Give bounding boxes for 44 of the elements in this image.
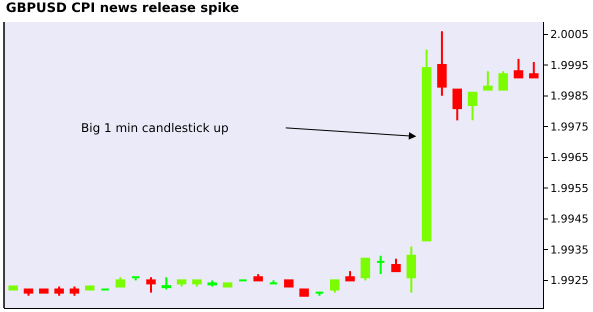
candlestick: [498, 70, 508, 91]
candlestick: [192, 279, 202, 288]
candlestick: [345, 270, 355, 282]
candlestick: [116, 276, 126, 288]
y-tick-label: 2.0005: [550, 28, 589, 42]
candlestick: [452, 88, 462, 122]
candlestick: [299, 288, 309, 297]
y-tick-label: 1.9935: [550, 243, 589, 256]
candlestick: [208, 279, 217, 288]
candlestick: [146, 276, 156, 294]
candlestick: [85, 285, 94, 291]
candlestick: [376, 254, 386, 276]
y-tick-label: 1.9955: [550, 182, 589, 195]
candlestick: [8, 285, 18, 291]
candlestick: [437, 30, 447, 97]
candlestick: [330, 279, 340, 294]
candlestick: [39, 288, 49, 294]
candlestick: [529, 60, 539, 78]
candlestick: [284, 279, 294, 288]
candlestick: [422, 48, 432, 242]
candlestick: [70, 285, 80, 297]
candlestick: [162, 276, 172, 291]
candlestick: [176, 279, 186, 288]
y-tick-label: 1.9975: [550, 120, 589, 134]
y-tick-label: 1.9945: [550, 212, 589, 226]
y-tick-label: 1.9925: [550, 274, 589, 288]
candlestick: [514, 58, 524, 78]
chart-title: GBPUSD CPI news release spike: [6, 1, 240, 16]
candlestick: [468, 92, 478, 122]
candlestick: [406, 245, 416, 294]
candlestick: [24, 288, 34, 297]
candlestick: [314, 292, 324, 297]
y-tick-label: 1.9995: [550, 58, 589, 72]
candlestick: [54, 285, 64, 297]
candlestick: [130, 276, 140, 282]
candlestick: [483, 70, 493, 91]
candlestick: [391, 258, 401, 272]
candlestick: [253, 273, 263, 282]
candlestick: [268, 279, 278, 284]
y-tick-label: 1.9965: [550, 151, 589, 164]
candlestick: [360, 258, 370, 282]
y-tick-label: 1.9985: [550, 90, 589, 103]
candlestick: [222, 282, 232, 288]
annotation: Big 1 min candlestick up: [81, 121, 229, 135]
